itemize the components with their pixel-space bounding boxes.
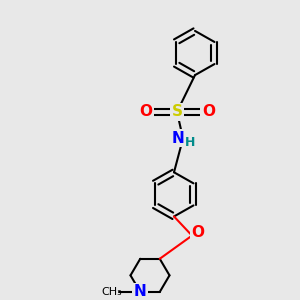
Text: N: N [171, 131, 184, 146]
Text: H: H [185, 136, 196, 149]
Text: O: O [202, 104, 215, 119]
Text: N: N [134, 284, 147, 299]
Text: S: S [172, 104, 182, 119]
Text: O: O [191, 225, 205, 240]
Text: O: O [139, 104, 152, 119]
Text: CH₃: CH₃ [101, 287, 122, 297]
